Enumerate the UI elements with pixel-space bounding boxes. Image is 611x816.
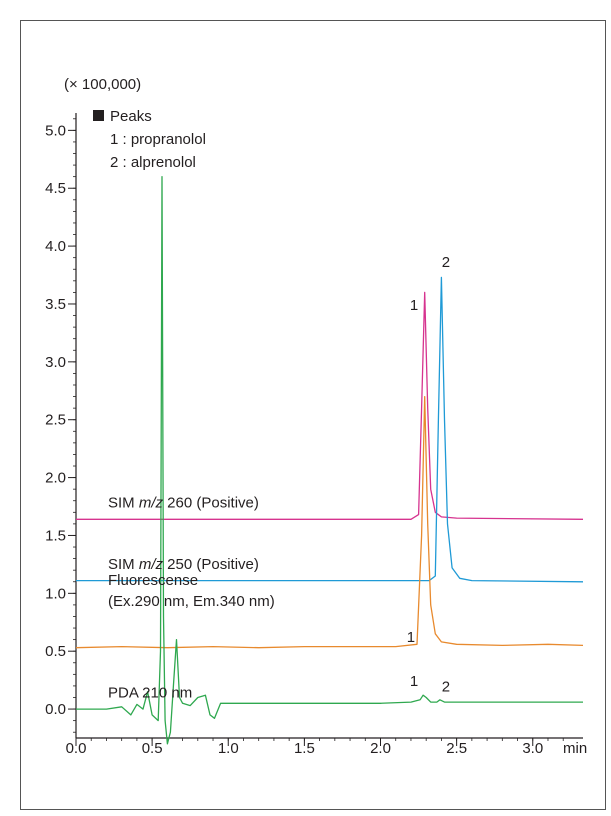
peak-label: 1 — [410, 297, 418, 314]
y-tick-label: 0.5 — [45, 643, 66, 660]
y-tick-label: 4.5 — [45, 180, 66, 197]
y-tick-label: 2.0 — [45, 470, 66, 487]
series-pda — [76, 176, 583, 745]
y-tick-label: 1.0 — [45, 585, 66, 602]
legend-title: Peaks — [110, 108, 152, 125]
y-tick-label: 3.5 — [45, 296, 66, 313]
figure-frame — [20, 20, 606, 810]
trace-label: Fluorescense — [108, 572, 198, 589]
series-sim-250 — [76, 276, 584, 583]
y-tick-label: 5.0 — [45, 122, 66, 139]
series-fluorescence — [75, 395, 584, 649]
peak-label: 2 — [442, 254, 450, 271]
trace-label: SIM m/z 260 (Positive) — [108, 495, 259, 512]
legend: Peaks 1 : propranolol 2 : alprenolol — [93, 108, 206, 171]
x-tick-label: 0.5 — [142, 740, 163, 757]
trace-label: (Ex.290 nm, Em.340 nm) — [108, 593, 275, 610]
y-tick-label: 3.0 — [45, 354, 66, 371]
peak-label: 2 — [442, 679, 450, 696]
x-tick-label: 1.5 — [294, 740, 315, 757]
scale-label: (× 100,000) — [64, 76, 141, 93]
x-tick-label: 3.0 — [522, 740, 543, 757]
legend-marker — [93, 110, 104, 121]
x-tick-label: 0.0 — [66, 740, 87, 757]
annotations: SIM m/z 260 (Positive) SIM m/z 250 (Posit… — [108, 254, 450, 702]
x-tick-label: 2.5 — [446, 740, 467, 757]
x-tick-label: 1.0 — [218, 740, 239, 757]
y-tick-label: 1.5 — [45, 527, 66, 544]
legend-item-1: 1 : propranolol — [110, 131, 206, 148]
y-tick-label: 2.5 — [45, 412, 66, 429]
traces — [75, 176, 584, 745]
legend-item-2: 2 : alprenolol — [110, 154, 196, 171]
series-sim-260 — [76, 291, 584, 520]
x-unit-label: min — [563, 740, 587, 757]
peak-label: 1 — [407, 629, 415, 646]
y-tick-label: 0.0 — [45, 701, 66, 718]
trace-label: PDA 210 nm — [108, 684, 192, 701]
y-tick-label: 4.0 — [45, 238, 66, 255]
trace-label: SIM m/z 250 (Positive) — [108, 556, 259, 573]
peak-label: 1 — [410, 673, 418, 690]
x-tick-label: 2.0 — [370, 740, 391, 757]
axes: 0.0 0.5 1.0 1.5 2.0 2.5 3.0 3.5 4.0 4.5 5.0 0.0 0.5 1… — [45, 113, 583, 757]
